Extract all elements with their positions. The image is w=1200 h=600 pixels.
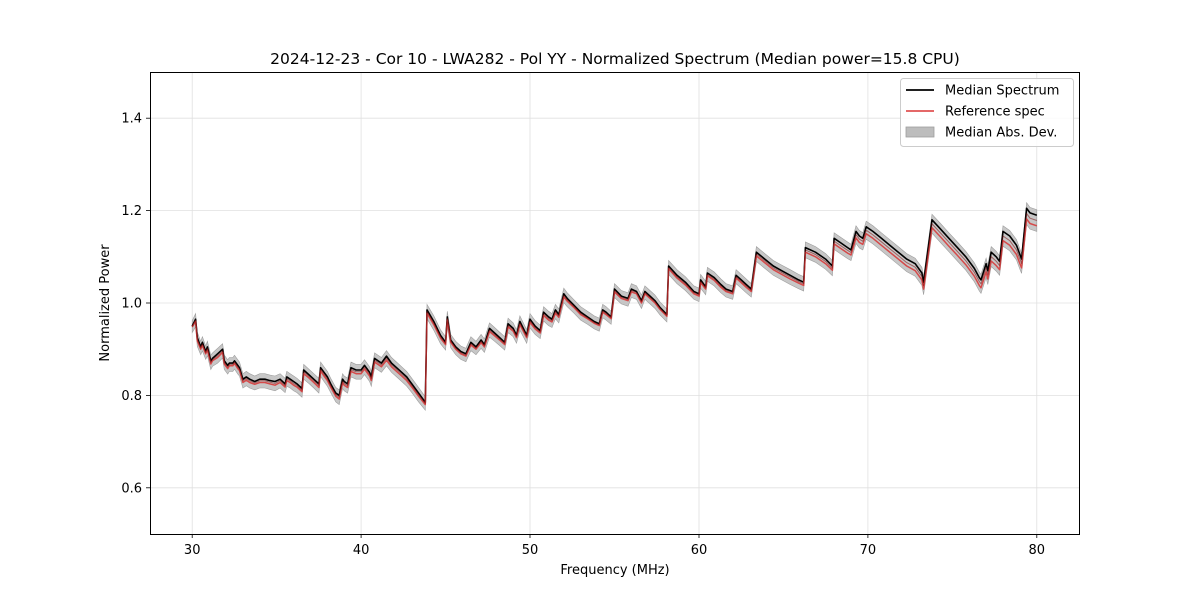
x-tick-label: 50	[522, 543, 539, 558]
y-tick-label: 0.6	[121, 481, 142, 496]
legend-label: Median Abs. Dev.	[945, 126, 1057, 141]
legend-label: Reference spec	[945, 105, 1045, 120]
x-ticks: 30 40 50 60 70 80	[184, 534, 1045, 558]
plot-frame	[150, 72, 1080, 535]
y-axis-label: Normalized Power	[98, 244, 113, 362]
legend-box	[900, 78, 1074, 147]
mad-band-layer	[191, 201, 1038, 412]
y-tick-label: 1.2	[121, 204, 142, 219]
x-tick-label: 60	[691, 543, 708, 558]
x-tick-label: 80	[1029, 543, 1046, 558]
x-tick-label: 40	[353, 543, 370, 558]
series-layer	[191, 207, 1038, 406]
y-ticks: 0.6 0.8 1.0 1.2 1.4	[121, 112, 150, 496]
chart-title: 2024-12-23 - Cor 10 - LWA282 - Pol YY - …	[270, 50, 960, 68]
median-spectrum-line	[191, 207, 1038, 404]
legend-band-swatch	[905, 126, 935, 138]
y-tick-label: 0.8	[121, 389, 142, 404]
overlap-line	[191, 213, 1037, 404]
median-abs-dev-band	[191, 201, 1038, 412]
x-tick-label: 30	[184, 543, 201, 558]
legend-label: Median Spectrum	[945, 84, 1059, 99]
y-tick-label: 1.4	[121, 112, 142, 127]
y-tick-label: 1.0	[121, 297, 142, 312]
x-tick-label: 70	[860, 543, 877, 558]
x-axis-label: Frequency (MHz)	[560, 563, 669, 578]
legend: Median Spectrum Reference spec Median Abs.…	[900, 78, 1074, 147]
